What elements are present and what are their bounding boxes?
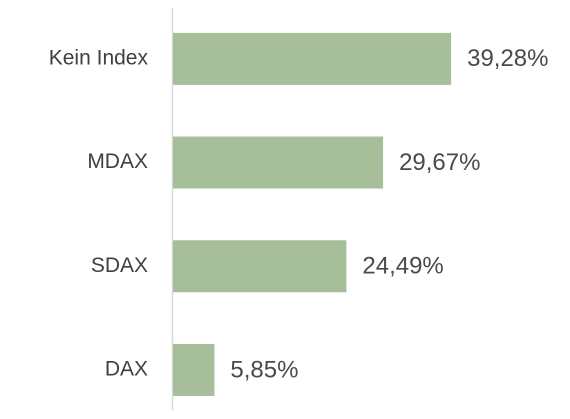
value-label: 5,85%: [230, 356, 298, 383]
bar: [173, 136, 384, 189]
value-label: 24,49%: [362, 253, 443, 280]
y-tick-label: Kein Index: [49, 46, 149, 69]
y-tick-label: DAX: [105, 357, 148, 380]
value-label: 39,28%: [467, 45, 548, 72]
value-label: 29,67%: [399, 149, 480, 176]
y-tick-label: MDAX: [87, 150, 148, 173]
bar: [173, 240, 347, 293]
y-tick-label: SDAX: [91, 254, 148, 277]
bar: [173, 343, 215, 396]
bar: [173, 32, 452, 85]
